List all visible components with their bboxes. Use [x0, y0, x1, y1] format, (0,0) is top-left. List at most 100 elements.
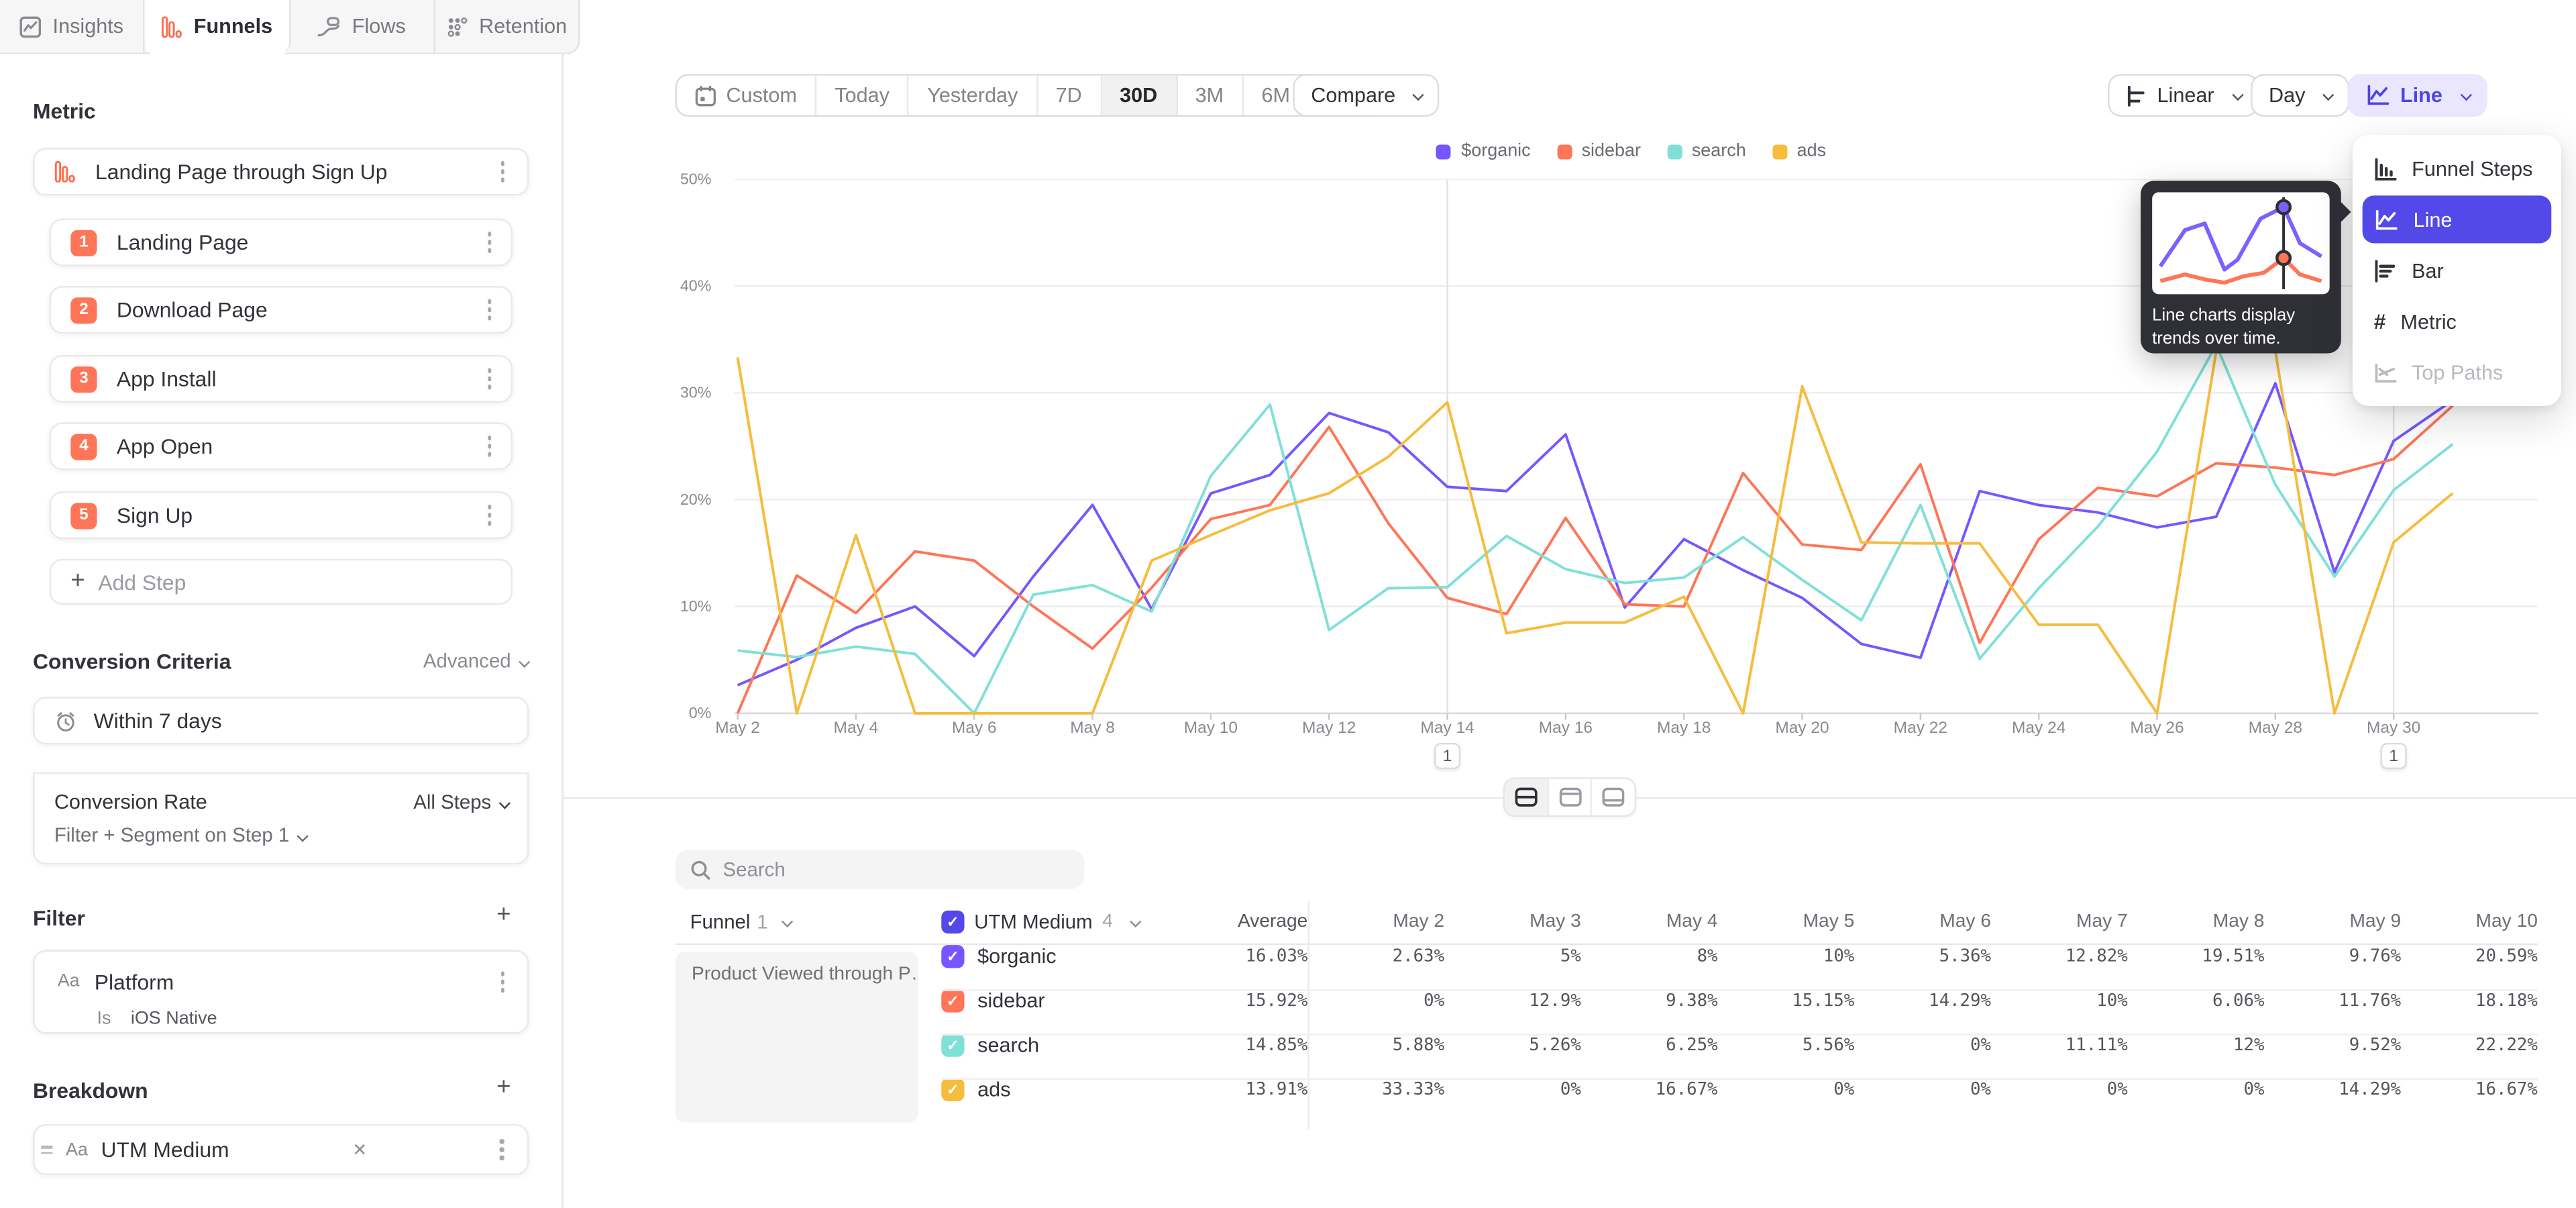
series-checkbox[interactable]	[941, 945, 964, 968]
x-tick-label: May 14	[1398, 720, 1497, 738]
menu-item-line[interactable]: Line	[2363, 195, 2552, 243]
funnel-step-row[interactable]: 3 App Install	[49, 355, 513, 403]
breakdown-property: UTM Medium	[101, 1138, 229, 1162]
scale-label: Linear	[2157, 84, 2214, 107]
table-cell: 9.38%	[1581, 991, 1718, 1011]
funnel-step-row[interactable]: 4 App Open	[49, 422, 513, 470]
menu-item-metric[interactable]: Metric	[2363, 297, 2552, 345]
breakdown-table: Funnel 1 UTM Medium 4 Average May 2May 3…	[676, 901, 2538, 1131]
step-menu-icon[interactable]	[477, 225, 501, 259]
filter-menu-icon[interactable]	[490, 965, 515, 999]
drag-handle-icon[interactable]	[41, 1146, 52, 1154]
funnel-step-row[interactable]: 1 Landing Page	[49, 219, 513, 266]
breakdown-menu-icon[interactable]	[490, 1133, 515, 1166]
menu-item-top-paths[interactable]: Top Paths	[2363, 348, 2552, 396]
table-cell: 5.26%	[1444, 1036, 1581, 1055]
legend-label: sidebar	[1582, 142, 1641, 161]
table-cell: May 10	[2401, 912, 2538, 932]
add-filter-button[interactable]	[496, 901, 511, 930]
breakdown-column-header[interactable]: UTM Medium 4	[941, 911, 1204, 934]
date-range-today[interactable]: Today	[816, 76, 909, 115]
legend-item[interactable]: ads	[1772, 142, 1826, 161]
add-step-label: Add Step	[98, 570, 186, 595]
date-range-30d[interactable]: 30D	[1102, 76, 1177, 115]
tab-funnels[interactable]: Funnels	[145, 0, 290, 52]
metric-card[interactable]: Landing Page through Sign Up	[33, 148, 529, 195]
granularity-label: Day	[2269, 84, 2305, 107]
step-menu-icon[interactable]	[477, 362, 501, 395]
series-line-sidebar	[738, 405, 2453, 713]
legend-item[interactable]: sidebar	[1557, 142, 1641, 161]
step-menu-icon[interactable]	[477, 430, 501, 463]
search-input[interactable]	[723, 858, 1070, 880]
select-all-checkbox[interactable]	[941, 911, 964, 934]
scale-button[interactable]: Linear	[2108, 74, 2259, 117]
layout-chart-view-button[interactable]	[1549, 779, 1593, 815]
step-number-badge: 2	[70, 297, 97, 323]
remove-breakdown-icon[interactable]	[343, 1135, 376, 1164]
menu-item-bar[interactable]: Bar	[2363, 246, 2552, 294]
table-cell: 10%	[1991, 991, 2128, 1011]
layout-split-view-button[interactable]	[1505, 779, 1548, 815]
property-type-icon: Aa	[66, 1140, 88, 1159]
series-checkbox[interactable]	[941, 1078, 964, 1101]
table-cell: May 2	[1307, 912, 1444, 932]
date-range-7d[interactable]: 7D	[1038, 76, 1102, 115]
top-paths-icon	[2374, 361, 2397, 384]
annotation-marker[interactable]: 1	[2381, 743, 2407, 769]
table-row[interactable]: $organic 16.03% 2.63%5%8%10%5.36%12.82%1…	[676, 945, 2538, 989]
x-tick-label: May 12	[1280, 720, 1379, 738]
legend-item[interactable]: $organic	[1437, 142, 1531, 161]
table-search[interactable]	[676, 850, 1085, 889]
advanced-dropdown[interactable]: Advanced	[423, 649, 527, 672]
table-cell: May 3	[1444, 912, 1581, 932]
metric-menu-icon[interactable]	[490, 155, 515, 189]
table-row[interactable]: ads 13.91% 33.33%0%16.67%0%0%0%0%14.29%1…	[676, 1078, 2538, 1123]
tab-insights[interactable]: Insights	[0, 0, 145, 52]
step-menu-icon[interactable]	[477, 293, 501, 327]
filter-card: Aa Platform Is iOS Native	[33, 950, 529, 1034]
add-breakdown-button[interactable]	[496, 1073, 511, 1103]
series-checkbox[interactable]	[941, 1034, 964, 1056]
calendar-icon	[695, 85, 716, 106]
filter-operator[interactable]: Is	[97, 1008, 111, 1027]
series-checkbox[interactable]	[941, 989, 964, 1012]
filter-segment-dropdown[interactable]: Filter + Segment on Step 1	[54, 823, 508, 846]
funnel-step-row[interactable]: 5 Sign Up	[49, 491, 513, 539]
menu-item-label: Bar	[2412, 259, 2444, 282]
layout-table-view-button[interactable]	[1593, 779, 1635, 815]
step-number-badge: 4	[70, 433, 97, 459]
filter-property[interactable]: Platform	[95, 969, 174, 994]
date-range-3m[interactable]: 3M	[1177, 76, 1244, 115]
property-type-icon: Aa	[58, 972, 80, 991]
tab-flows[interactable]: Flows	[290, 0, 435, 52]
table-row[interactable]: sidebar 15.92% 0%12.9%9.38%15.15%14.29%1…	[676, 989, 2538, 1034]
metric-hash-icon	[2374, 309, 2386, 334]
breakdown-card[interactable]: Aa UTM Medium	[33, 1124, 529, 1175]
funnel-col-count: 1	[757, 911, 767, 934]
funnel-col-label: Funnel	[690, 911, 751, 934]
conversion-window-card[interactable]: Within 7 days	[33, 697, 529, 744]
plus-icon	[70, 567, 85, 597]
funnel-column-header[interactable]: Funnel 1	[690, 911, 791, 934]
chevron-down-icon	[1130, 915, 1142, 926]
annotation-marker[interactable]: 1	[1434, 743, 1460, 769]
compare-button[interactable]: Compare	[1293, 74, 1440, 117]
granularity-button[interactable]: Day	[2251, 74, 2350, 117]
average-value: 14.85%	[1204, 1036, 1307, 1055]
funnel-step-row[interactable]: 2 Download Page	[49, 286, 513, 334]
metric-title: Landing Page through Sign Up	[95, 160, 387, 185]
legend-item[interactable]: search	[1667, 142, 1746, 161]
date-range-yesterday[interactable]: Yesterday	[909, 76, 1037, 115]
tooltip-text: Line charts display trends over time.	[2152, 304, 2329, 350]
conversion-rate-dropdown[interactable]: All Steps	[413, 791, 507, 813]
filter-value[interactable]: iOS Native	[131, 1008, 217, 1027]
menu-item-funnel-steps[interactable]: Funnel Steps	[2363, 145, 2552, 193]
table-cell: 19.51%	[2128, 947, 2265, 966]
date-range-custom[interactable]: Custom	[677, 76, 816, 115]
tab-retention[interactable]: Retention	[435, 0, 578, 52]
table-row[interactable]: search 14.85% 5.88%5.26%6.25%5.56%0%11.1…	[676, 1034, 2538, 1078]
add-step-button[interactable]: Add Step	[49, 559, 513, 605]
step-menu-icon[interactable]	[477, 499, 501, 532]
chart-type-button[interactable]: Line	[2348, 74, 2487, 117]
